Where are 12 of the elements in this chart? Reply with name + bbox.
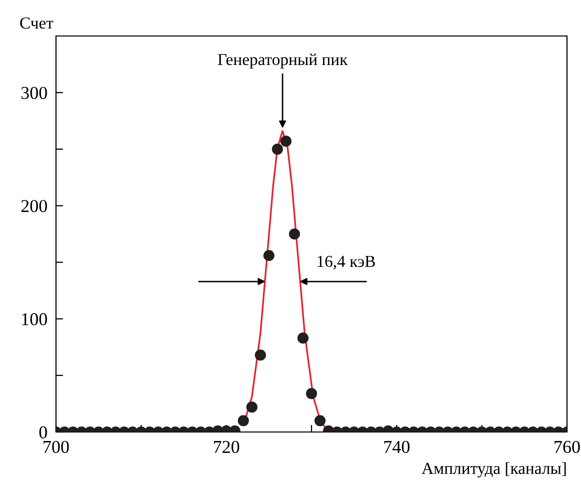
x-tick-label: 740 bbox=[384, 440, 410, 454]
y-tick-label: 200 bbox=[21, 200, 47, 212]
x-tick-label: 720 bbox=[214, 440, 240, 454]
x-tick-label: 700 bbox=[44, 440, 69, 454]
annotation: Генераторный пик bbox=[218, 54, 348, 69]
annotation: 16,4 кэВ bbox=[318, 256, 375, 270]
x-tick-label: 760 bbox=[554, 440, 580, 454]
y-tick-label: 100 bbox=[22, 313, 47, 326]
y-tick-label: 0 bbox=[39, 426, 47, 438]
y-axis-title: Счет bbox=[20, 17, 54, 29]
x-axis-title: Амплитуда [каналы] bbox=[422, 462, 566, 478]
y-tick-label: 300 bbox=[21, 86, 47, 100]
